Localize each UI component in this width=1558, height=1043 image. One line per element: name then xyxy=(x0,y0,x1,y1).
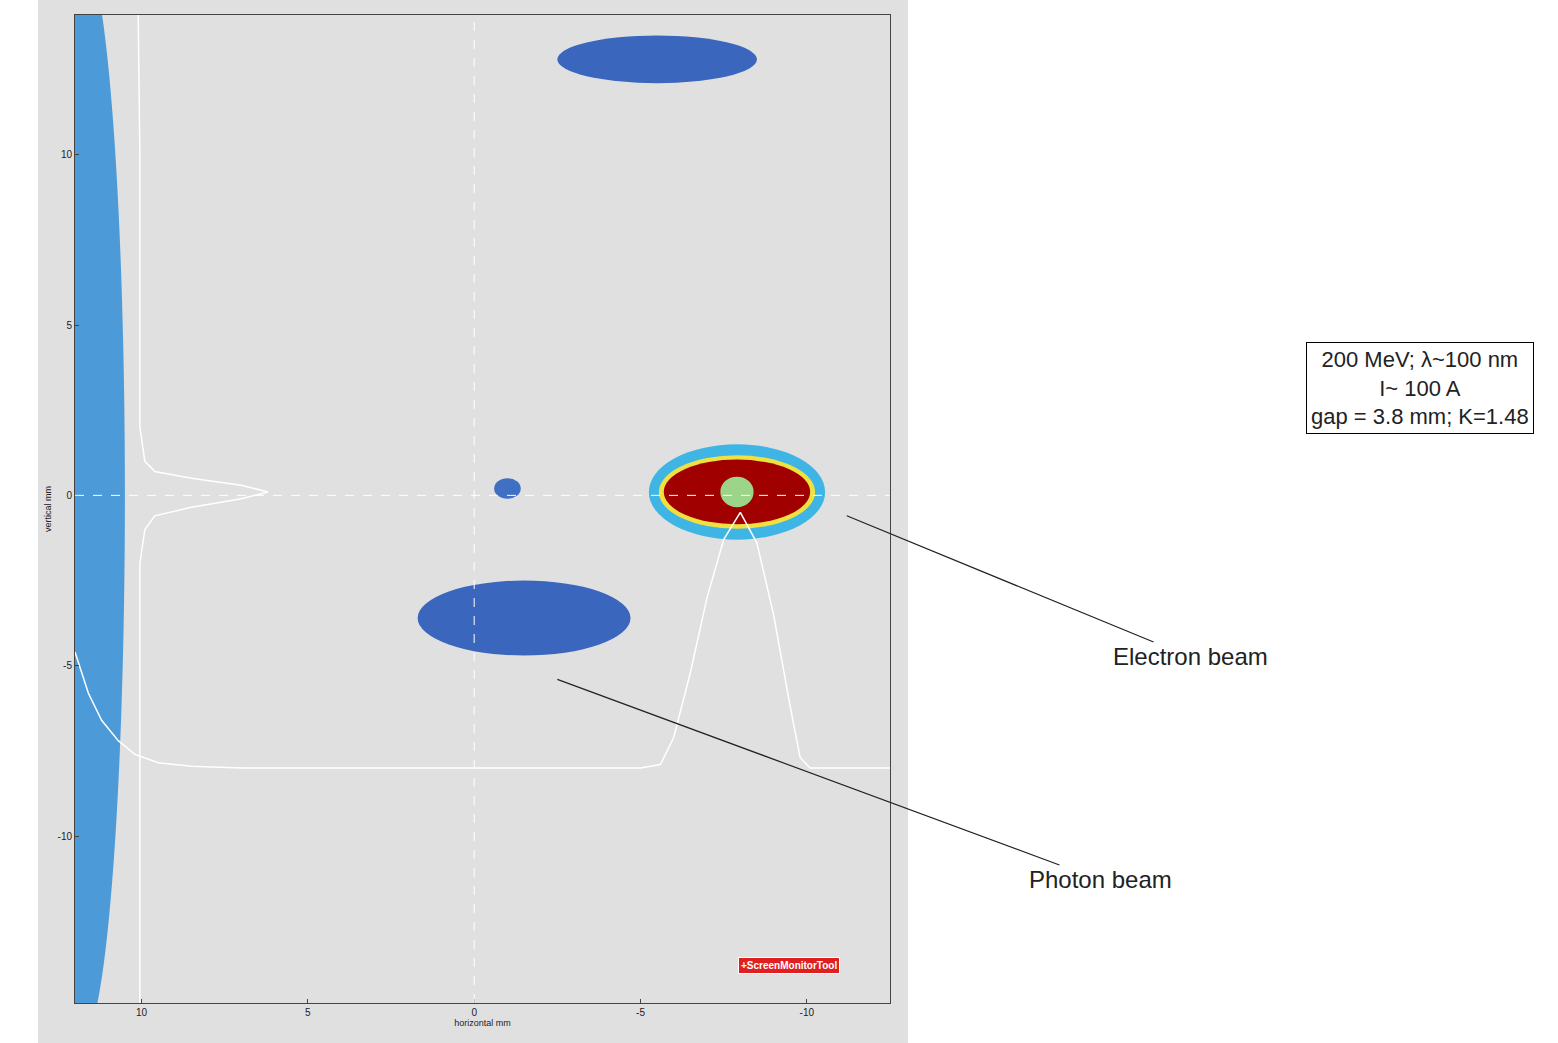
svg-text:-10: -10 xyxy=(58,831,73,842)
svg-text:-5: -5 xyxy=(636,1007,645,1018)
svg-text:Photon beam: Photon beam xyxy=(1029,866,1172,893)
svg-text:10: 10 xyxy=(61,149,73,160)
svg-text:200 MeV; λ~100 nmI~ 100 Agap =: 200 MeV; λ~100 nmI~ 100 Agap = 3.8 mm; K… xyxy=(1311,347,1529,429)
svg-text:0: 0 xyxy=(471,1007,477,1018)
svg-text:-10: -10 xyxy=(800,1007,815,1018)
svg-text:10: 10 xyxy=(136,1007,148,1018)
svg-text:5: 5 xyxy=(66,320,72,331)
svg-text:vertical mm: vertical mm xyxy=(43,486,53,532)
svg-text:+ScreenMonitorTool: +ScreenMonitorTool xyxy=(741,960,837,971)
svg-text:-5: -5 xyxy=(63,660,72,671)
svg-text:0: 0 xyxy=(66,490,72,501)
svg-text:5: 5 xyxy=(305,1007,311,1018)
svg-text:horizontal mm: horizontal mm xyxy=(454,1018,511,1028)
svg-text:Electron beam: Electron beam xyxy=(1113,643,1268,670)
